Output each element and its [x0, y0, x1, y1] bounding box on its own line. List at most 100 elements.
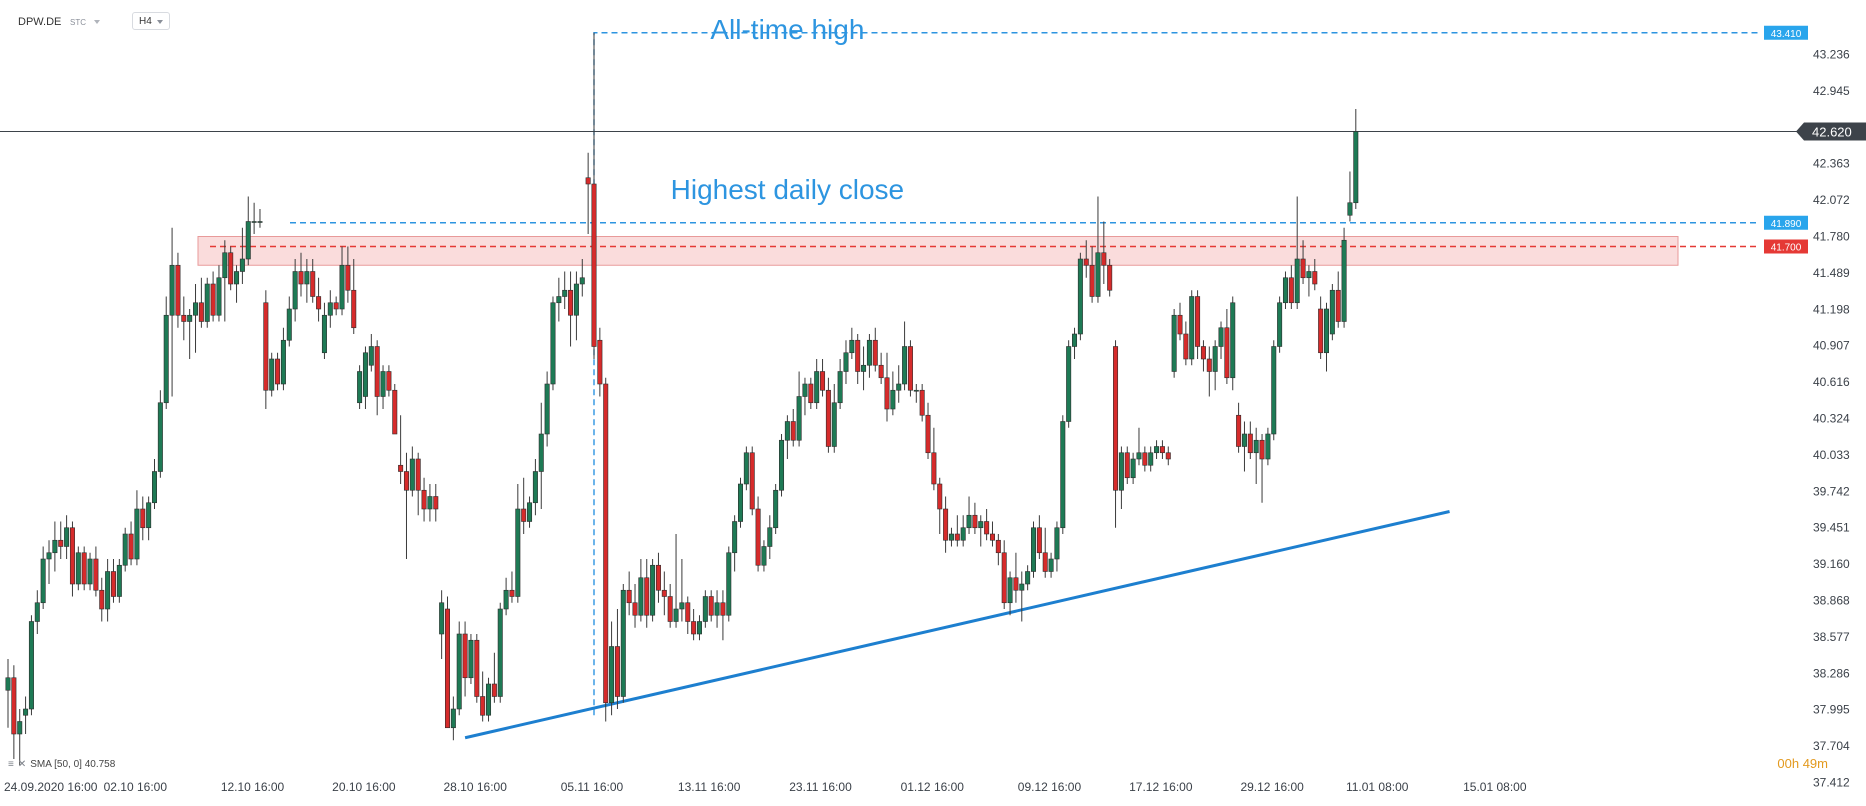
candle-body	[761, 546, 767, 566]
candle	[1195, 290, 1201, 359]
candle	[1036, 515, 1042, 559]
candle	[931, 427, 937, 491]
candle	[392, 384, 398, 435]
candle	[948, 527, 954, 547]
candle	[1265, 427, 1271, 466]
candle	[732, 515, 738, 572]
candle-body	[204, 283, 210, 322]
candle	[1183, 321, 1189, 366]
candle	[995, 534, 1001, 566]
candle-body	[855, 339, 861, 372]
candle-body	[257, 221, 263, 223]
candle	[661, 571, 667, 616]
candle	[23, 696, 29, 734]
candle	[872, 327, 878, 372]
candle	[978, 515, 984, 547]
candle-body	[597, 339, 603, 385]
candle	[890, 371, 896, 416]
candle-body	[1265, 433, 1271, 460]
candle	[585, 152, 591, 234]
candle	[562, 271, 568, 309]
candle	[1241, 421, 1247, 472]
candle-body	[790, 421, 796, 441]
candle-body	[1306, 271, 1312, 279]
candle	[691, 609, 697, 641]
candle-body	[896, 383, 902, 391]
candle-body	[960, 527, 966, 541]
candle	[943, 496, 949, 553]
symbol-label[interactable]: DPW.DE	[18, 16, 62, 28]
candle	[579, 259, 585, 297]
menu-icon[interactable]: ≡	[8, 759, 14, 770]
candle-body	[1230, 302, 1236, 379]
candle	[825, 377, 831, 453]
candle-body	[515, 508, 521, 597]
candle-body	[1130, 458, 1136, 479]
y-tick-label: 42.363	[1813, 157, 1850, 171]
candle	[1218, 321, 1224, 359]
candle	[110, 559, 116, 603]
candle	[134, 490, 140, 566]
candle-body	[58, 539, 64, 547]
candle-body	[1259, 439, 1265, 460]
candle	[234, 265, 240, 303]
candle	[743, 446, 749, 491]
candle-body	[696, 621, 702, 635]
candle	[1165, 446, 1171, 466]
candle	[444, 596, 450, 729]
candle-body	[1236, 414, 1242, 447]
candle	[638, 559, 644, 622]
candle-body	[726, 552, 732, 616]
candle	[1013, 552, 1019, 603]
resistance-zone	[197, 236, 1679, 266]
candle	[210, 271, 216, 322]
candle	[275, 352, 281, 391]
candle-body	[486, 683, 492, 716]
candle-body	[46, 552, 52, 560]
candle-body	[972, 514, 978, 529]
candle	[34, 590, 40, 634]
candle-body	[280, 339, 286, 385]
candle-body	[655, 564, 661, 591]
candle-body	[579, 277, 585, 285]
sma-indicator-legend[interactable]: ≡ ✕ SMA [50, 0] 40.758	[8, 759, 115, 770]
candle-body	[1212, 346, 1218, 372]
symbol-type-badge: STC	[70, 18, 86, 27]
candle-body	[1048, 558, 1054, 572]
candle	[1253, 427, 1259, 484]
candle-body	[480, 696, 486, 716]
candle-body	[984, 521, 990, 535]
candle	[456, 621, 462, 716]
candle-body	[439, 602, 445, 635]
candle	[403, 452, 409, 559]
candle	[427, 484, 433, 522]
candle	[228, 246, 234, 291]
ath-price-tag: 43.410	[1764, 25, 1808, 40]
candle-body	[1031, 527, 1037, 572]
timeframe-select[interactable]: H4	[132, 12, 170, 30]
candle-body	[444, 608, 450, 729]
close-icon[interactable]: ✕	[17, 759, 27, 770]
candle	[784, 415, 790, 459]
candle-body	[1324, 308, 1330, 354]
candle	[368, 334, 374, 372]
candle-body	[509, 589, 515, 597]
candle-body	[198, 302, 204, 322]
candle	[755, 496, 761, 572]
candle	[1300, 240, 1306, 284]
countdown-hours: 00	[1777, 756, 1792, 771]
candle-body	[943, 508, 949, 541]
x-tick-label: 15.01 08:00	[1463, 780, 1527, 794]
candle	[737, 477, 743, 528]
x-tick-label: 09.12 16:00	[1018, 780, 1082, 794]
candle-body	[362, 352, 368, 397]
candle	[280, 327, 286, 391]
candle-body	[714, 602, 720, 616]
candle-body	[351, 289, 357, 329]
candle-body	[1066, 346, 1072, 422]
resistance-price-tag: 41.700	[1764, 239, 1808, 254]
symbol-dropdown-chevron-icon[interactable]	[94, 20, 100, 24]
candle-body	[28, 621, 34, 710]
candle	[843, 340, 849, 384]
